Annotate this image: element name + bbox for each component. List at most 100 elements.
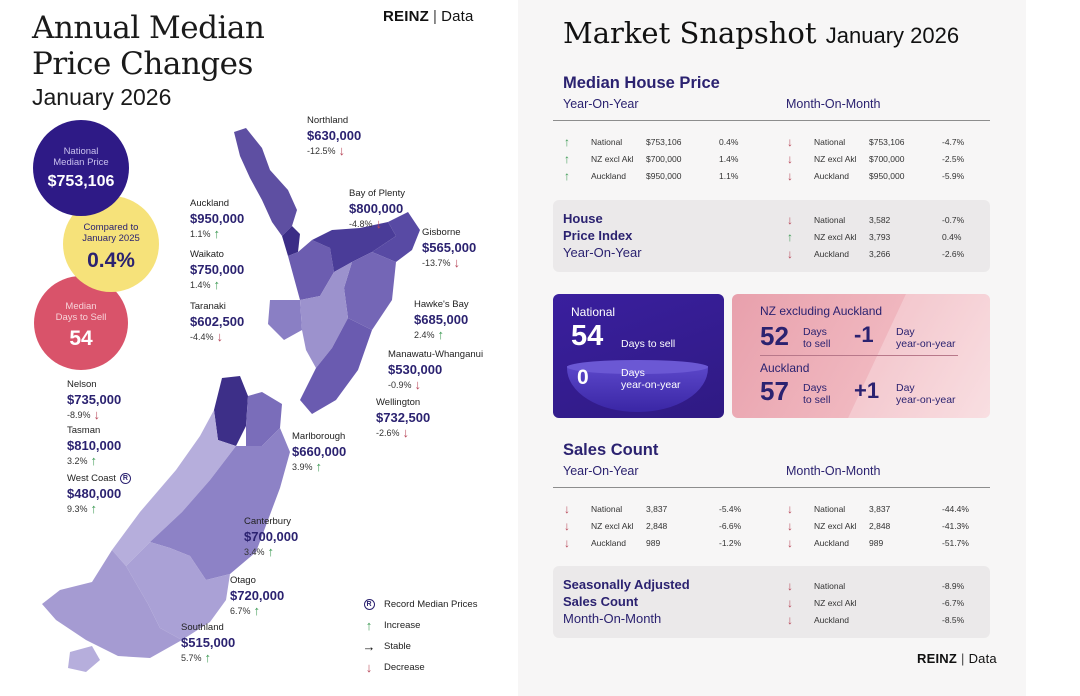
- row-value: 2,848: [869, 520, 891, 531]
- region-label: Northland $630,000 -12.5% ↓: [307, 114, 361, 158]
- row-value: $950,000: [869, 170, 905, 181]
- decrease-arrow-icon: ↓: [402, 425, 410, 440]
- row-pct: -6.7%: [942, 597, 965, 608]
- region-label: Waikato $750,000 1.4% ↑: [190, 248, 244, 292]
- table-row: ↓ NZ excl Akl -6.7%: [787, 594, 982, 611]
- brand-name: REINZ: [383, 8, 429, 25]
- region-price: $700,000: [244, 529, 299, 544]
- map-region-canterbury: [150, 428, 290, 580]
- row-pct: -5.4%: [719, 503, 742, 514]
- increase-arrow-icon: ↑: [90, 453, 98, 468]
- row-value: 989: [646, 537, 661, 548]
- row-pct: -1.2%: [719, 537, 742, 548]
- decrease-arrow-icon: ↓: [787, 168, 793, 183]
- row-value: $700,000: [869, 153, 905, 164]
- row-name: National: [591, 503, 623, 514]
- region-change: 1.1%: [190, 229, 211, 239]
- nzx-yoy-word: year-on-year: [896, 338, 956, 350]
- hpi-card: House Price Index Year-On-Year ↓ National…: [553, 200, 990, 272]
- row-name: National: [591, 136, 623, 147]
- days-yoy-label1: Days: [621, 367, 645, 379]
- national-days-yoy-value: 0: [577, 366, 589, 389]
- row-pct: -5.9%: [942, 170, 965, 181]
- brand-sep: |: [433, 8, 438, 25]
- region-label: Gisborne $565,000 -13.7% ↓: [422, 226, 476, 270]
- akl-days-change: +1: [854, 378, 880, 403]
- region-name: Auckland: [190, 198, 230, 209]
- table-row: ↓ NZ excl Akl 2,848 -6.6%: [564, 517, 759, 534]
- region-price: $515,000: [181, 635, 236, 650]
- akl-days-word: Days: [803, 382, 827, 394]
- region-name: Northland: [307, 115, 349, 126]
- increase-arrow-icon: ↑: [213, 277, 221, 292]
- row-name: National: [814, 214, 846, 225]
- increase-arrow-icon: ↑: [213, 226, 221, 241]
- region-label: Auckland $950,000 1.1% ↑: [190, 197, 244, 241]
- map-region-marlborough: [246, 392, 282, 446]
- region-label: Taranaki $602,500 -4.4% ↓: [190, 300, 244, 344]
- row-value: 3,793: [869, 231, 891, 242]
- region-label: Marlborough $660,000 3.9% ↑: [292, 430, 346, 474]
- median-mom-label: Month-On-Month: [786, 97, 881, 111]
- map-region-bay-of-plenty: [312, 222, 396, 272]
- row-name: NZ excl Akl: [591, 520, 634, 531]
- decrease-arrow-icon: ↓: [414, 377, 422, 392]
- map-region-southland: [42, 550, 182, 658]
- increase-arrow-icon: ↑: [564, 168, 570, 183]
- table-row: ↓ National 3,582 -0.7%: [787, 211, 982, 228]
- market-snapshot-panel: Market Snapshot January 2026 Median Hous…: [518, 0, 1026, 696]
- region-label: Nelson $735,000 -8.9% ↓: [67, 378, 121, 422]
- region-label: Wellington $732,500 -2.6% ↓: [376, 396, 430, 440]
- increase-arrow-icon: ↑: [90, 501, 98, 516]
- decrease-arrow-icon: ↓: [564, 518, 570, 533]
- increase-arrow-icon: ↑: [564, 151, 570, 166]
- seasonal-title-line3: Month-On-Month: [563, 611, 662, 626]
- region-change: -13.7%: [422, 258, 451, 268]
- region-price: $530,000: [388, 362, 443, 377]
- row-value: 2,848: [646, 520, 668, 531]
- row-value: $753,106: [646, 136, 682, 147]
- reinz-logo-left: REINZ | Data: [383, 8, 474, 25]
- map-region-auckland: [282, 226, 300, 256]
- table-row: ↓ Auckland -8.5%: [787, 611, 982, 628]
- region-name: Otago: [230, 575, 256, 586]
- nzx-day-word: Day: [896, 326, 915, 338]
- reinz-logo-right: REINZ | Data: [917, 651, 997, 666]
- increase-arrow-icon: ↑: [437, 327, 445, 342]
- row-pct: -2.6%: [942, 248, 965, 259]
- national-median-circle: National Median Price $753,106: [33, 120, 129, 216]
- row-name: NZ excl Akl: [591, 153, 634, 164]
- region-change: 3.9%: [292, 462, 313, 472]
- brand-sep: |: [961, 651, 965, 666]
- decrease-arrow-icon: ↓: [787, 151, 793, 166]
- row-value: $950,000: [646, 170, 682, 181]
- page-margin: [1026, 0, 1080, 696]
- row-name: NZ excl Akl: [814, 520, 857, 531]
- row-value: 3,266: [869, 248, 891, 259]
- row-pct: 1.1%: [719, 170, 739, 181]
- compared-circle-label2: January 2025: [82, 232, 140, 244]
- akl-day-word: Day: [896, 382, 915, 394]
- region-price: $630,000: [307, 128, 362, 143]
- map-region-wellington: [300, 318, 372, 414]
- days-yoy-label2: year-on-year: [621, 379, 681, 391]
- snapshot-title-date: January 2026: [825, 23, 960, 48]
- row-pct: -8.9%: [942, 580, 965, 591]
- record-icon: R: [119, 473, 131, 484]
- median-mom-table: ↓ National $753,106 -4.7% ↓ NZ excl Akl $700,…: [787, 133, 982, 184]
- brand-name: REINZ: [917, 651, 957, 666]
- table-row: ↓ Auckland 989 -1.2%: [564, 534, 759, 551]
- annual-median-panel: Annual Median Price Changes January 2026…: [0, 0, 518, 696]
- sales-mom-table: ↓ National 3,837 -44.4% ↓ NZ excl Akl 2,848 -4…: [787, 500, 982, 551]
- median-yoy-table: ↑ National $753,106 0.4% ↑ NZ excl Akl $700,0…: [564, 133, 759, 184]
- increase-arrow-icon: ↑: [204, 650, 212, 665]
- table-row: ↓ Auckland $950,000 -5.9%: [787, 167, 982, 184]
- region-change: 9.3%: [67, 504, 88, 514]
- map-region-stewart-island: [68, 646, 100, 672]
- region-change: -12.5%: [307, 146, 336, 156]
- national-circle-label1: National: [63, 145, 99, 157]
- row-pct: 0.4%: [942, 231, 962, 242]
- sales-yoy-label: Year-On-Year: [563, 464, 639, 478]
- row-pct: -2.5%: [942, 153, 965, 164]
- region-price: $735,000: [67, 392, 122, 407]
